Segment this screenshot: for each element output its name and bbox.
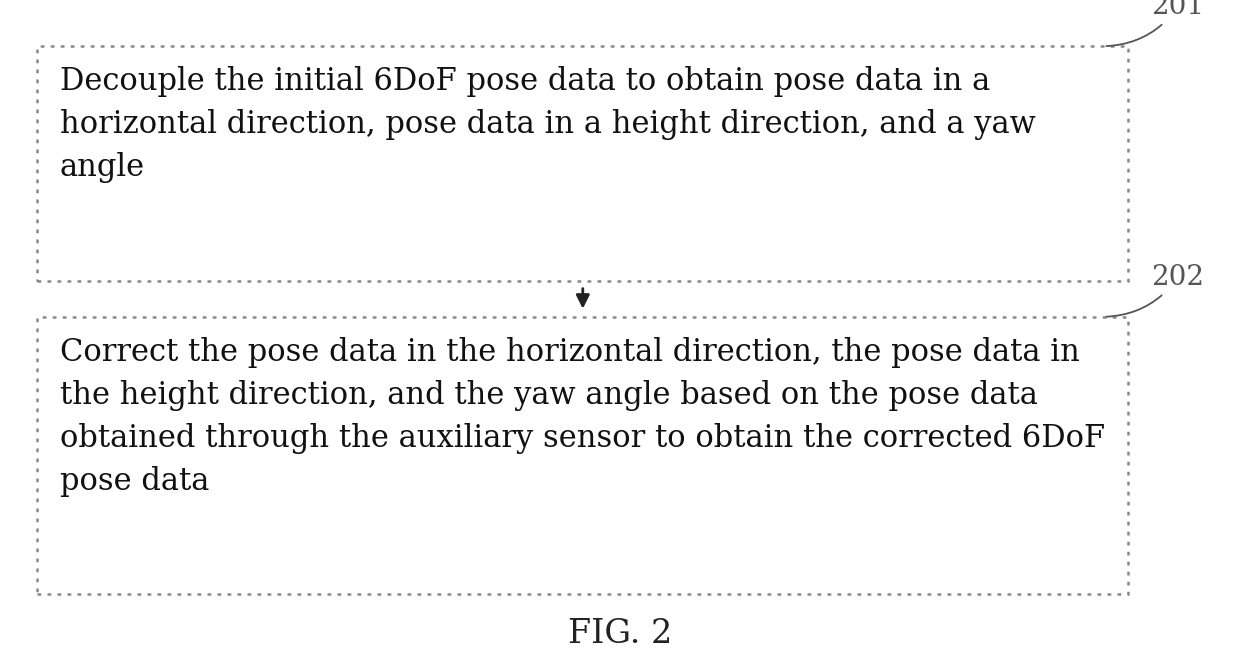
Text: Decouple the initial 6DoF pose data to obtain pose data in a
horizontal directio: Decouple the initial 6DoF pose data to o… <box>60 66 1035 183</box>
Text: 202: 202 <box>1106 264 1204 317</box>
Text: 201: 201 <box>1106 0 1204 46</box>
Bar <box>37 46 1128 280</box>
Text: FIG. 2: FIG. 2 <box>568 618 672 649</box>
Bar <box>37 317 1128 594</box>
Text: Correct the pose data in the horizontal direction, the pose data in
the height d: Correct the pose data in the horizontal … <box>60 337 1105 496</box>
